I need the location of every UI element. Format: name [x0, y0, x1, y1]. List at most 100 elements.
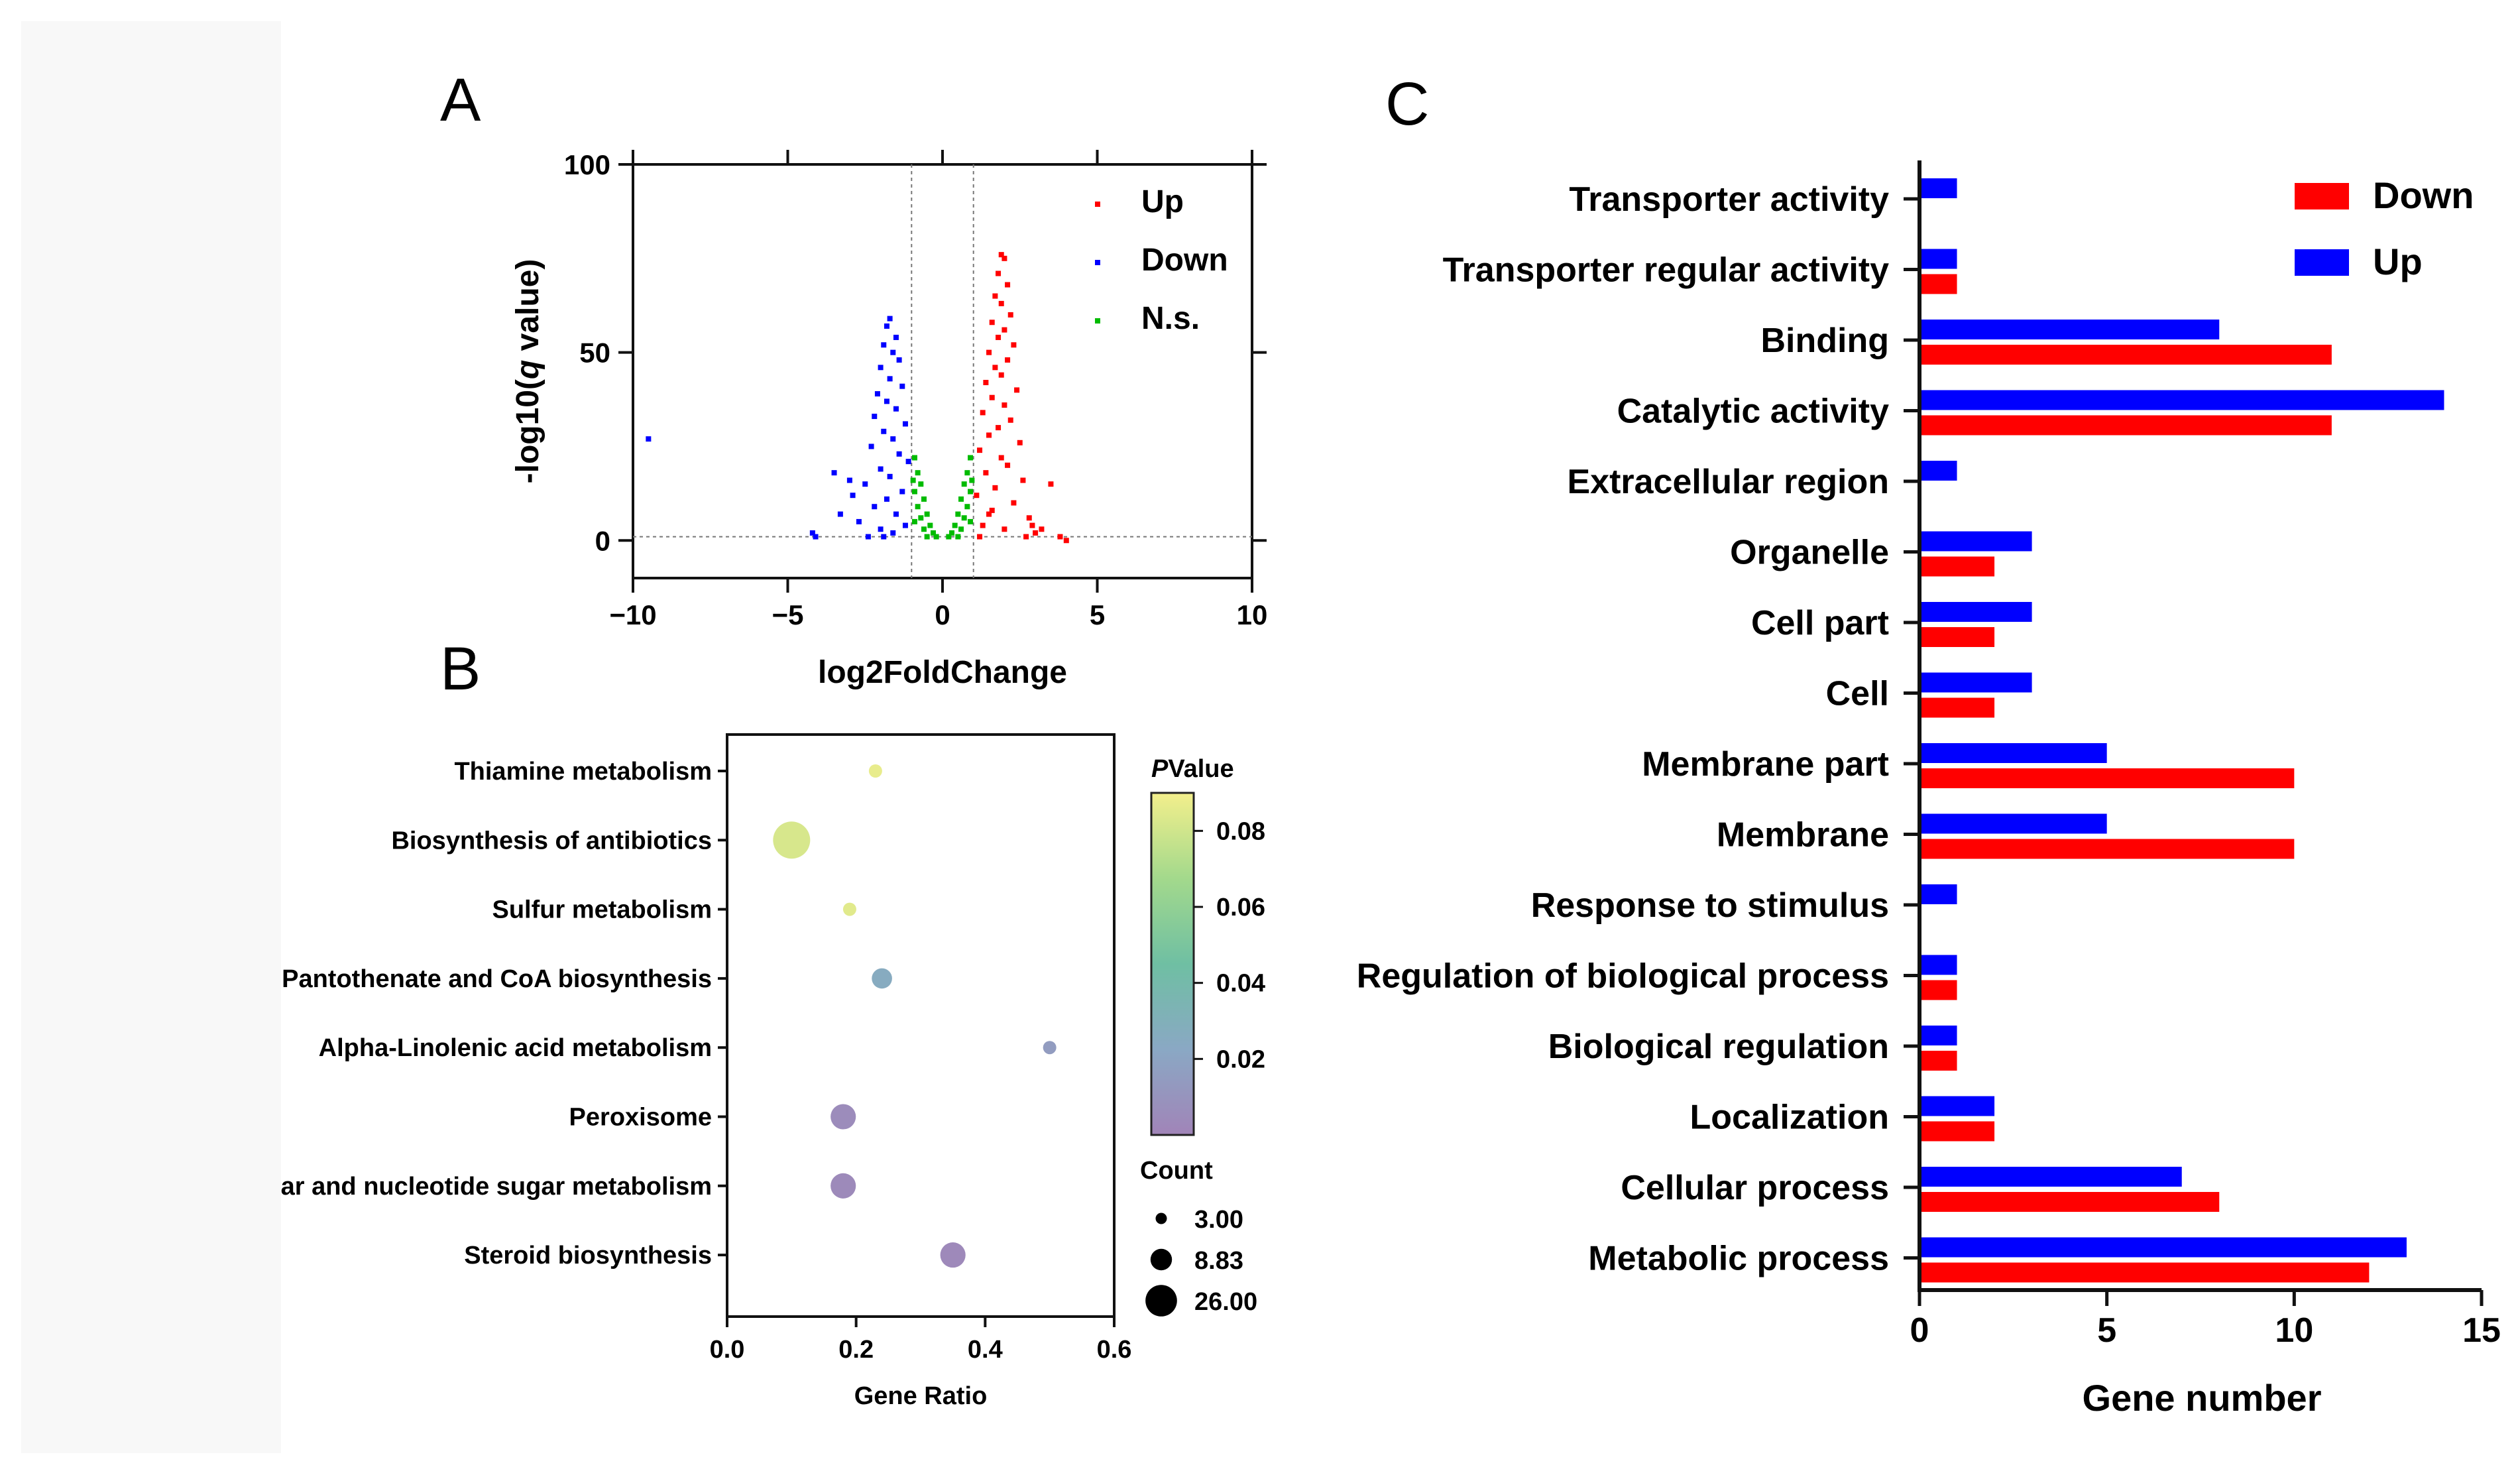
legend-marker-up: [1095, 202, 1100, 207]
point-up-1: [1002, 255, 1007, 261]
colorbar-ticks: 0.08 0.06 0.04 0.02: [1194, 817, 1265, 1073]
panel-a-legend: Up Down N.s.: [1095, 184, 1228, 336]
panel-b-bubble-chart: Thiamine metabolism Biosynthesis of antib…: [150, 733, 1265, 1410]
point-up-12: [1005, 357, 1011, 363]
panel-b-x-axis-title: Gene Ratio: [854, 1382, 988, 1410]
panel-c-legend: Down Up: [2295, 174, 2474, 282]
point-up-20: [1007, 417, 1013, 423]
panel-label-c: C: [1385, 70, 1429, 138]
x-tick-label-4: 10: [1237, 599, 1268, 630]
point-up-10: [1011, 342, 1017, 348]
x-tick-label-0: 0: [1910, 1311, 1929, 1350]
point-up-38: [1023, 534, 1029, 540]
bar-down-metabolic-process: [1919, 1262, 2370, 1283]
x-tick-label-3: 0.6: [1097, 1336, 1132, 1364]
legend-label-down: Down: [2373, 174, 2474, 216]
point-down-38: [881, 534, 887, 540]
bubble-pantothenate-and-coa-biosynthesis: [872, 968, 892, 989]
point-n-s-15: [968, 455, 974, 461]
panel-a-y-axis-title-part1: -log10(: [510, 379, 545, 483]
colorbar-tick-label-3: 0.02: [1216, 1045, 1265, 1073]
point-n-s-13: [911, 518, 917, 524]
point-down-21: [862, 481, 868, 487]
category-label-thiamine-metabolism: Thiamine metabolism: [454, 758, 712, 786]
point-up-22: [986, 432, 992, 438]
point-down-13: [902, 421, 908, 427]
point-n-s-7: [918, 515, 924, 521]
point-down-23: [884, 496, 889, 502]
x-tick-label-1: −5: [772, 599, 804, 630]
point-n-s-21: [955, 511, 961, 517]
point-up-31: [1011, 500, 1017, 506]
bar-down-organelle: [1919, 556, 1995, 577]
size-legend-circle-2: [1145, 1285, 1177, 1317]
point-up-0: [998, 252, 1004, 258]
point-up-43: [1029, 522, 1035, 528]
x-tick-label-3: 15: [2462, 1311, 2501, 1350]
size-legend-circle-1: [1150, 1248, 1173, 1271]
point-n-s-2: [918, 481, 924, 487]
point-up-4: [992, 293, 998, 299]
bubble-steroid-biosynthesis: [940, 1242, 966, 1268]
bar-up-cellular-process: [1919, 1167, 2182, 1187]
bar-up-membrane-part: [1919, 743, 2107, 763]
point-down-34: [809, 530, 815, 536]
point-n-s-11: [924, 534, 930, 540]
point-down-19: [878, 466, 884, 472]
panel-b-bubbles: [773, 764, 1057, 1268]
point-up-24: [977, 447, 983, 453]
bubble-amino-sugar-and-nucleotide-sugar-metabolism: [830, 1173, 856, 1199]
point-n-s-23: [952, 522, 958, 528]
bar-up-catalytic-activity: [1919, 390, 2444, 410]
point-down-2: [893, 334, 899, 340]
point-n-s-10: [930, 530, 936, 536]
point-n-s-4: [921, 496, 927, 502]
point-up-14: [998, 372, 1004, 378]
left-margin-strip: [21, 21, 281, 1453]
point-up-11: [986, 349, 992, 355]
bar-down-catalytic-activity: [1919, 415, 2332, 436]
point-n-s-1: [915, 470, 921, 476]
bar-up-localization: [1919, 1096, 1995, 1116]
point-up-16: [1014, 387, 1020, 393]
point-down-15: [890, 436, 896, 442]
point-down-6: [878, 365, 884, 371]
panel-b-axes: 0.0 0.2 0.4 0.6: [710, 770, 1132, 1364]
point-down-3: [881, 342, 887, 348]
category-label-localization: Localization: [1690, 1098, 1889, 1137]
point-up-21: [996, 425, 1002, 431]
x-tick-label-2: 0.4: [968, 1336, 1003, 1364]
category-label-binding: Binding: [1760, 322, 1889, 360]
category-label-pantothenate-and-coa-biosynthesis: Pantothenate and CoA biosynthesis: [282, 965, 712, 993]
point-up-7: [989, 320, 995, 325]
bubble-sulfur-metabolism: [842, 902, 856, 916]
point-n-s-14: [910, 477, 916, 483]
size-legend-label-1: 8.83: [1194, 1247, 1243, 1275]
category-label-cellular-process: Cellular process: [1621, 1169, 1889, 1207]
size-legend-label-0: 3.00: [1194, 1206, 1243, 1234]
point-up-5: [998, 300, 1004, 306]
category-label-biological-regulation: Biological regulation: [1548, 1028, 1889, 1066]
point-n-s-27: [946, 534, 952, 540]
point-up-29: [992, 485, 998, 491]
category-label-extracellular-region: Extracellular region: [1567, 463, 1889, 501]
bar-up-cell: [1919, 672, 2032, 693]
point-down-29: [890, 530, 896, 536]
point-up-13: [992, 365, 998, 371]
point-down-24: [872, 504, 878, 510]
point-down-16: [868, 444, 874, 449]
bar-up-transporter-activity: [1919, 178, 1957, 198]
point-down-17: [896, 451, 902, 457]
category-label-organelle: Organelle: [1730, 534, 1889, 572]
point-down-37: [850, 493, 856, 499]
point-down-8: [899, 383, 905, 389]
panel-a-x-axis-title: log2FoldChange: [818, 655, 1067, 690]
bar-down-localization: [1919, 1121, 1995, 1142]
point-n-s-19: [958, 496, 964, 502]
legend-label-down: Down: [1141, 243, 1228, 278]
point-up-41: [1057, 534, 1063, 540]
bar-down-membrane: [1919, 839, 2295, 859]
colorbar-tick-label-1: 0.06: [1216, 894, 1265, 921]
point-up-15: [983, 380, 989, 386]
